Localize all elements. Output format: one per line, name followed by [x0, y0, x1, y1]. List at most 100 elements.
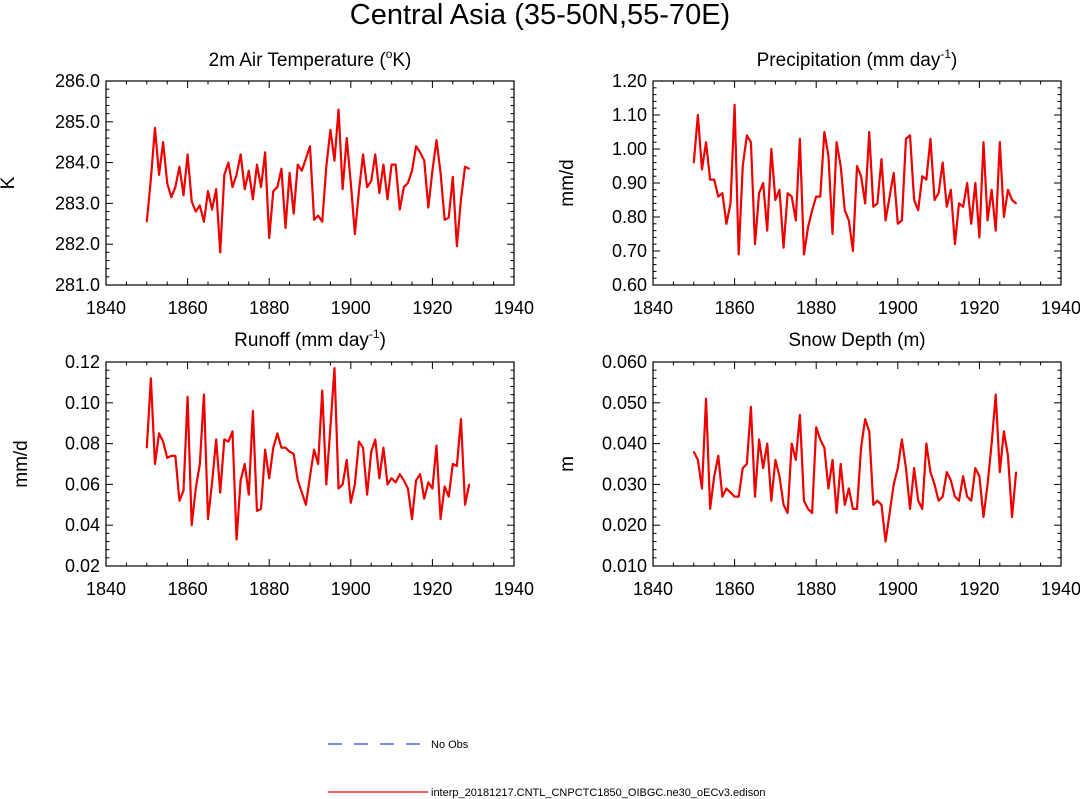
data-point — [962, 206, 964, 208]
data-point — [807, 226, 809, 228]
data-point — [219, 251, 222, 254]
data-point — [248, 493, 250, 496]
data-point — [921, 508, 924, 510]
data-point — [170, 455, 173, 457]
x-tick-label: 1880 — [249, 579, 289, 599]
x-tick-label: 1860 — [715, 298, 755, 318]
data-point — [848, 487, 850, 490]
data-point — [766, 442, 769, 445]
panel-title: Runoff (mm day-1) — [234, 327, 386, 351]
data-point — [782, 246, 785, 249]
data-point — [831, 459, 834, 461]
data-point — [162, 440, 164, 443]
x-tick-label: 1880 — [796, 298, 836, 318]
data-point — [341, 188, 344, 190]
data-point — [178, 499, 181, 502]
data-point — [786, 192, 789, 194]
data-point — [888, 512, 891, 514]
data-point — [803, 253, 805, 256]
data-point — [864, 202, 866, 205]
x-tick-label: 1880 — [796, 579, 836, 599]
data-point — [954, 495, 956, 498]
data-point — [394, 481, 397, 484]
data-point — [382, 446, 385, 449]
data-point — [239, 479, 242, 482]
x-tick-label: 1900 — [331, 298, 371, 318]
data-point — [913, 199, 915, 201]
data-point — [260, 508, 262, 510]
data-point — [933, 483, 936, 486]
data-point — [305, 504, 307, 506]
data-point — [248, 169, 250, 172]
data-point — [982, 516, 985, 518]
series-line — [145, 367, 471, 541]
data-point — [256, 510, 258, 512]
data-point — [443, 218, 446, 221]
data-point — [950, 479, 952, 482]
data-point — [223, 174, 226, 176]
data-point — [766, 229, 769, 232]
x-tick-label: 1920 — [412, 298, 452, 318]
data-point — [190, 524, 193, 526]
data-point — [848, 219, 850, 222]
data-point — [697, 114, 699, 116]
data-point — [227, 440, 230, 443]
x-tick-label: 1880 — [249, 298, 289, 318]
data-point — [398, 473, 401, 476]
panel-title: Precipitation (mm day-1) — [757, 47, 958, 71]
panel-title: Snow Depth (m) — [788, 330, 925, 351]
data-point — [966, 495, 968, 498]
data-point — [215, 188, 217, 190]
data-point — [725, 487, 728, 490]
data-point — [872, 206, 875, 208]
x-tick-label: 1940 — [494, 579, 534, 599]
data-point — [860, 446, 862, 449]
data-point — [276, 432, 279, 435]
data-point — [162, 141, 164, 143]
series-line — [145, 108, 470, 254]
data-point — [746, 463, 748, 465]
data-point — [754, 495, 756, 498]
y-tick-label: 0.06 — [65, 474, 100, 494]
data-point — [452, 176, 454, 178]
y-tick-label: 0.020 — [602, 515, 647, 535]
data-point — [154, 127, 156, 129]
data-point — [337, 108, 340, 111]
data-point — [1007, 455, 1009, 457]
data-point — [978, 475, 981, 478]
data-point — [411, 518, 413, 520]
data-point — [174, 186, 177, 188]
data-point — [284, 446, 287, 449]
data-point — [937, 499, 940, 502]
data-point — [693, 450, 695, 453]
y-tick-label: 284.0 — [55, 153, 100, 173]
data-point — [737, 253, 740, 256]
data-point — [272, 190, 275, 192]
data-point — [1003, 216, 1005, 218]
data-point — [929, 138, 932, 140]
data-point — [174, 455, 177, 457]
data-point — [358, 440, 360, 443]
data-point — [999, 141, 1001, 143]
data-point — [701, 487, 703, 490]
data-point — [982, 141, 985, 143]
data-point — [199, 204, 201, 207]
y-tick-label: 286.0 — [55, 71, 100, 91]
data-point — [419, 151, 421, 154]
data-point — [390, 163, 393, 166]
data-point — [713, 178, 715, 181]
data-point — [827, 487, 830, 490]
data-point — [860, 175, 862, 177]
data-point — [358, 190, 360, 192]
y-tick-label: 1.20 — [612, 71, 647, 91]
data-point — [313, 448, 315, 451]
data-point — [892, 483, 895, 486]
y-tick-label: 0.060 — [602, 352, 647, 372]
data-point — [211, 208, 213, 211]
y-tick-label: 0.02 — [65, 556, 100, 576]
data-point — [366, 186, 368, 188]
data-point — [374, 153, 377, 156]
data-point — [762, 467, 764, 469]
data-point — [986, 219, 989, 222]
data-point — [897, 223, 899, 225]
